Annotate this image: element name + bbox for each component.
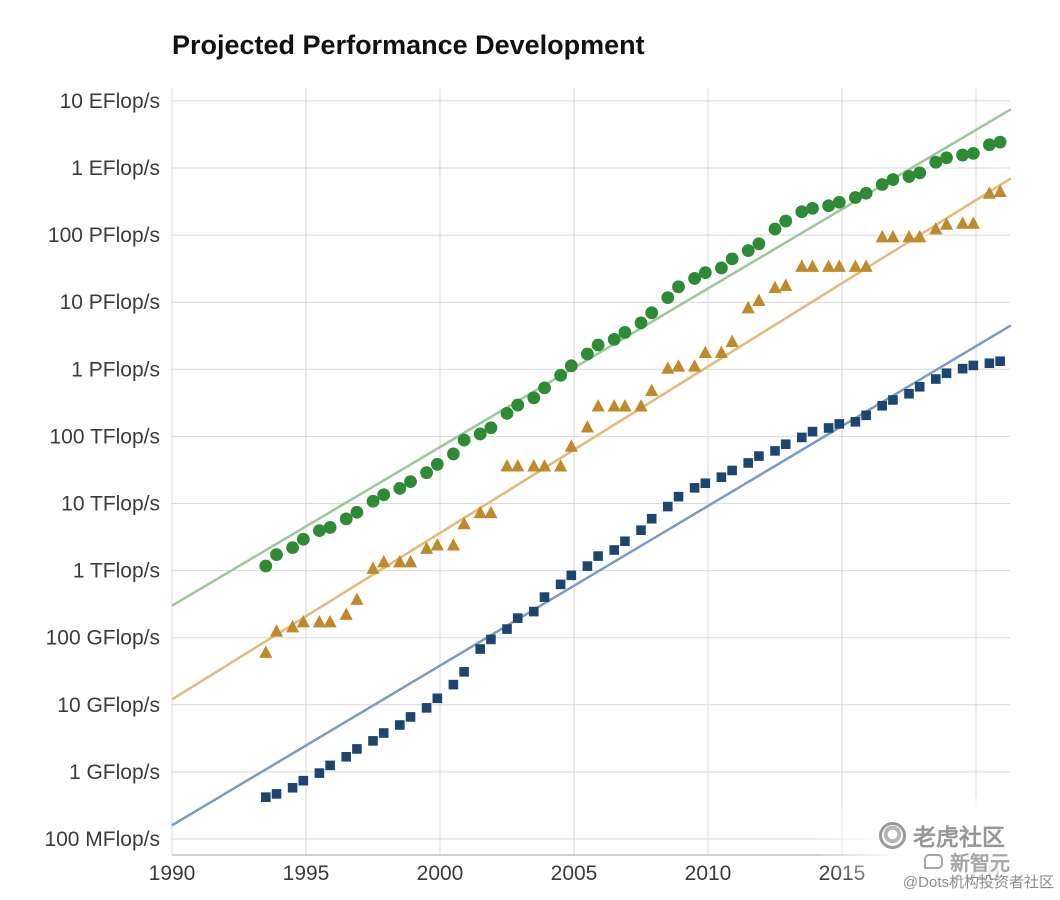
- x-tick-label: 1990: [149, 862, 196, 885]
- y-tick-label: 100 GFlop/s: [46, 627, 160, 650]
- trend-line-top500: [171, 324, 1012, 827]
- y-tick-label: 1 PFlop/s: [71, 358, 160, 381]
- x-tick-label: 1995: [283, 862, 330, 885]
- y-tick-label: 10 EFlop/s: [60, 90, 160, 113]
- y-tick-label: 100 MFlop/s: [44, 828, 160, 851]
- series-top500: [261, 356, 1005, 802]
- x-tick-label: 2010: [685, 862, 732, 885]
- watermark-xinzhiyuan-text: 新智元: [950, 853, 1010, 875]
- chart-title: Projected Performance Development: [172, 30, 645, 60]
- series-sum: [259, 135, 1007, 573]
- y-tick-label: 10 PFlop/s: [60, 291, 160, 314]
- y-tick-label: 1 TFlop/s: [73, 560, 160, 583]
- x-tick-label: 2000: [417, 862, 464, 885]
- watermark-tiger-text: 老虎社区: [913, 824, 1005, 850]
- x-tick-label: 2015: [819, 862, 866, 885]
- y-tick-label: 100 TFlop/s: [49, 425, 160, 448]
- y-tick-label: 100 PFlop/s: [48, 224, 160, 247]
- y-tick-label: 10 TFlop/s: [61, 493, 160, 516]
- y-tick-label: 1 EFlop/s: [71, 157, 160, 180]
- watermark-xinzhiyuan: 新智元: [924, 847, 1010, 876]
- tiger-logo-icon: [879, 821, 906, 849]
- watermark-tiger-community: 老虎社区: [879, 818, 1005, 852]
- trend-line-top1: [171, 177, 1012, 701]
- x-tick-label: 2005: [551, 862, 598, 885]
- chat-bubble-icon: [924, 854, 943, 869]
- watermark-dots-text: @Dots机构投资者社区: [902, 874, 1054, 891]
- series-top1: [259, 184, 1007, 658]
- gridlines: 10 EFlop/s 1 EFlop/s 100 PFlop/s 10 PFlop/s…: [44, 88, 1010, 885]
- y-tick-label: 10 GFlop/s: [57, 694, 160, 717]
- y-tick-label: 1 GFlop/s: [69, 761, 160, 784]
